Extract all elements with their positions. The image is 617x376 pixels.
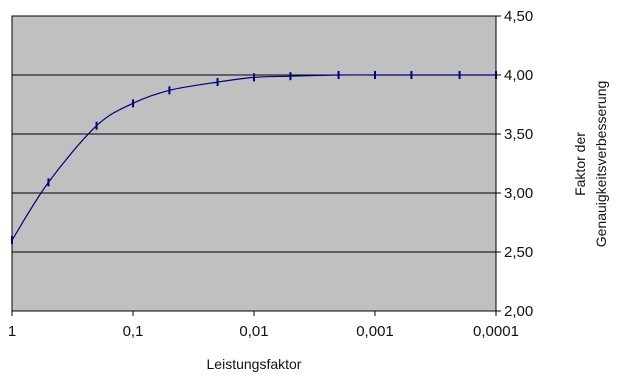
y-tick-label: 4,50: [504, 8, 533, 25]
x-tick-label: 0,1: [123, 323, 144, 340]
y-tick-label: 4,00: [504, 67, 533, 84]
x-tick-label: 0,0001: [473, 323, 519, 340]
x-axis-title: Leistungsfaktor: [207, 356, 302, 372]
y-tick-label: 3,00: [504, 185, 533, 202]
x-tick-label: 1: [8, 323, 16, 340]
plot-area: [11, 15, 497, 312]
y-axis-title-line-2: Genauigkeitsverbesserung: [593, 81, 609, 248]
y-axis: 2,00 2,50 3,00 3,50 4,00 4,50: [496, 8, 533, 320]
x-tick-label: 0,001: [356, 323, 394, 340]
y-axis-title-line-1: Faktor der: [572, 132, 588, 196]
x-axis: 1 0,1 0,01 0,001 0,0001: [8, 311, 519, 340]
x-tick-label: 0,01: [239, 323, 268, 340]
y-tick-label: 3,50: [504, 126, 533, 143]
y-tick-label: 2,00: [504, 303, 533, 320]
y-tick-label: 2,50: [504, 244, 533, 261]
